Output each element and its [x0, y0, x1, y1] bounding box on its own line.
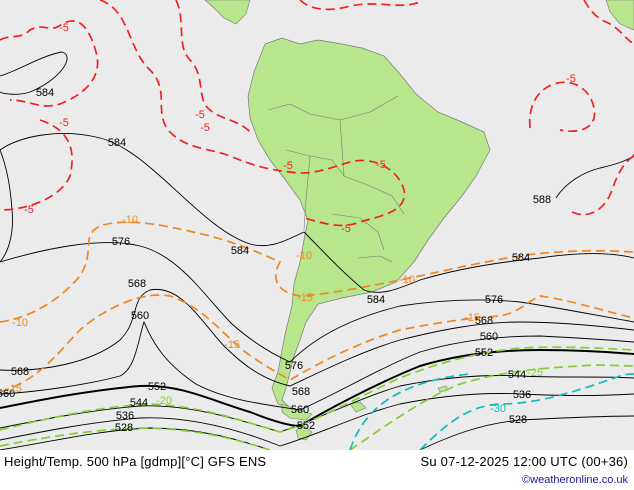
temp-minus5-northwest [0, 20, 99, 107]
contour-576 [0, 242, 634, 363]
product-title: Height/Temp. 500 hPa [gdmp][°C] GFS ENS [4, 454, 267, 469]
land-central-america [204, 0, 251, 25]
temp-minus5-east [528, 81, 596, 132]
height-label: 584 [36, 87, 54, 99]
temp-label: -25 [527, 367, 543, 379]
temp-minus5-east-loop [571, 155, 634, 216]
height-label: 528 [115, 422, 133, 434]
height-label: 584 [231, 245, 249, 257]
temp-minus5-center [99, 0, 406, 227]
temp-label: -5 [283, 160, 293, 172]
height-label: 544 [508, 369, 526, 381]
land-falkland-islands [349, 401, 367, 413]
valid-time: Su 07-12-2025 12:00 UTC (00+36) [420, 454, 628, 469]
height-label: 560 [0, 388, 15, 400]
temperature-contours [0, 0, 634, 451]
height-label: 584 [108, 137, 126, 149]
temp-label: -5 [59, 117, 69, 129]
height-label: 588 [533, 194, 551, 206]
contour-584-northwest [0, 51, 68, 95]
height-label: 552 [148, 381, 166, 393]
temp-minus5-north [175, 0, 253, 135]
height-label: 576 [112, 236, 130, 248]
height-label: 528 [509, 414, 527, 426]
temp-label: -5 [59, 22, 69, 34]
height-label: 560 [131, 310, 149, 322]
credit-link[interactable]: ©weatheronline.co.uk [522, 474, 628, 486]
temp-label: -5 [376, 159, 386, 171]
temp-minus5-northeast [583, 0, 634, 45]
temp-label: -5 [200, 122, 210, 134]
height-label: 560 [480, 331, 498, 343]
temp-label: -10 [296, 250, 312, 262]
temp-minus5-top [299, 0, 421, 11]
temp-label: -15 [464, 312, 480, 324]
height-label: 568 [11, 366, 29, 378]
contour-568 [0, 288, 634, 387]
temp-minus10 [0, 221, 634, 323]
height-label: 576 [285, 360, 303, 372]
temperature-labels: -5 -5 -5 -5 -5 -5 -5 -5 -5 -10 -10 -10 -… [6, 22, 576, 415]
temp-label: -20 [156, 395, 172, 407]
height-label: 568 [128, 278, 146, 290]
map-footer: Height/Temp. 500 hPa [gdmp][°C] GFS ENS … [0, 450, 634, 490]
temp-label: -10 [122, 214, 138, 226]
temp-label: -30 [490, 403, 506, 415]
contour-560 [0, 320, 634, 411]
height-label: 576 [485, 294, 503, 306]
temp-label: -5 [566, 73, 576, 85]
country-borders [267, 95, 405, 263]
height-label: 536 [116, 410, 134, 422]
temp-label: -5 [341, 223, 351, 235]
height-label: 544 [130, 397, 148, 409]
height-label: 560 [291, 404, 309, 416]
land-africa-edge [605, 0, 634, 31]
contour-584-main [0, 133, 634, 293]
height-label: 584 [367, 294, 385, 306]
temp-label: -15 [224, 339, 240, 351]
height-labels: 584 584 584 588 584 584 576 576 568 568 … [0, 87, 551, 434]
temp-label: -5 [195, 109, 205, 121]
temp-minus30 [419, 373, 634, 451]
temp-label: -10 [399, 274, 415, 286]
temp-label: -10 [12, 317, 28, 329]
temp-label: -15 [297, 292, 313, 304]
temp-minus20 [0, 346, 634, 433]
temp-minus5-loop-west [0, 119, 73, 211]
temp-minus25-cyan [349, 373, 471, 451]
temp-label: -15 [6, 383, 22, 395]
height-label: 568 [292, 386, 310, 398]
height-label: 536 [513, 389, 531, 401]
height-label: 552 [475, 347, 493, 359]
height-label: 552 [297, 420, 315, 432]
height-label: 568 [475, 315, 493, 327]
contour-536 [0, 393, 634, 447]
height-label: 584 [512, 252, 530, 264]
temp-minus15 [0, 294, 634, 393]
temp-label: -5 [24, 204, 34, 216]
temp-minus25 [0, 364, 634, 451]
